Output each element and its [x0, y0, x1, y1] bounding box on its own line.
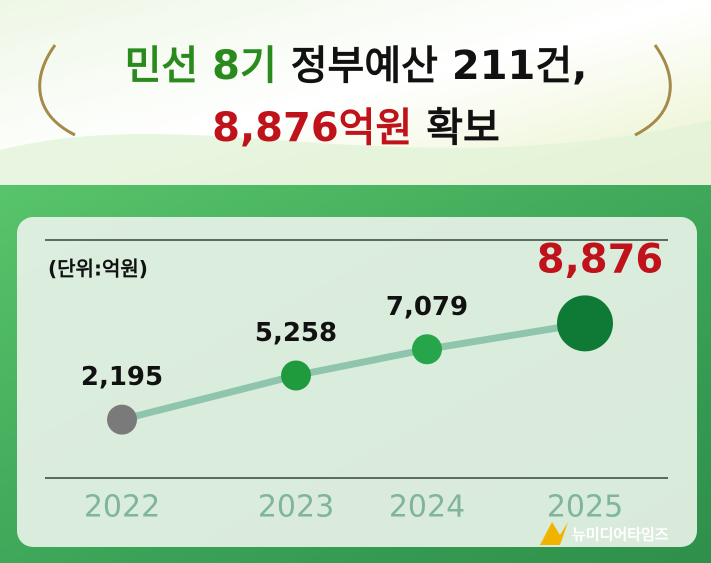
value-label: 2,195	[81, 362, 163, 392]
unit-label: (단위:억원)	[48, 257, 148, 281]
panel	[17, 217, 697, 547]
point	[557, 295, 613, 352]
title-part: 8,876억원	[212, 105, 412, 151]
title-part: 민선 8기	[125, 43, 277, 89]
title-part: 정부예산 211건,	[291, 43, 588, 89]
header-wave	[0, 120, 711, 185]
x-tick-label: 2022	[84, 490, 160, 525]
value-label: 5,258	[255, 318, 337, 348]
point	[107, 404, 137, 435]
value-label: 7,079	[386, 292, 468, 322]
point	[281, 360, 311, 391]
watermark: 뉴미디어타임즈	[572, 526, 669, 544]
title-part: 확보	[426, 105, 500, 151]
x-tick-label: 2024	[389, 490, 465, 525]
title-line-1: 민선 8기 정부예산 211건,	[125, 43, 588, 89]
line	[121, 319, 586, 423]
x-tick-label: 2025	[547, 490, 623, 525]
value-label: 8,876	[537, 236, 664, 282]
title-line-2: 8,876억원 확보	[212, 105, 500, 151]
watermark-logo	[540, 522, 568, 545]
laurel	[38, 44, 672, 137]
point	[412, 334, 442, 365]
x-tick-label: 2023	[258, 490, 334, 525]
